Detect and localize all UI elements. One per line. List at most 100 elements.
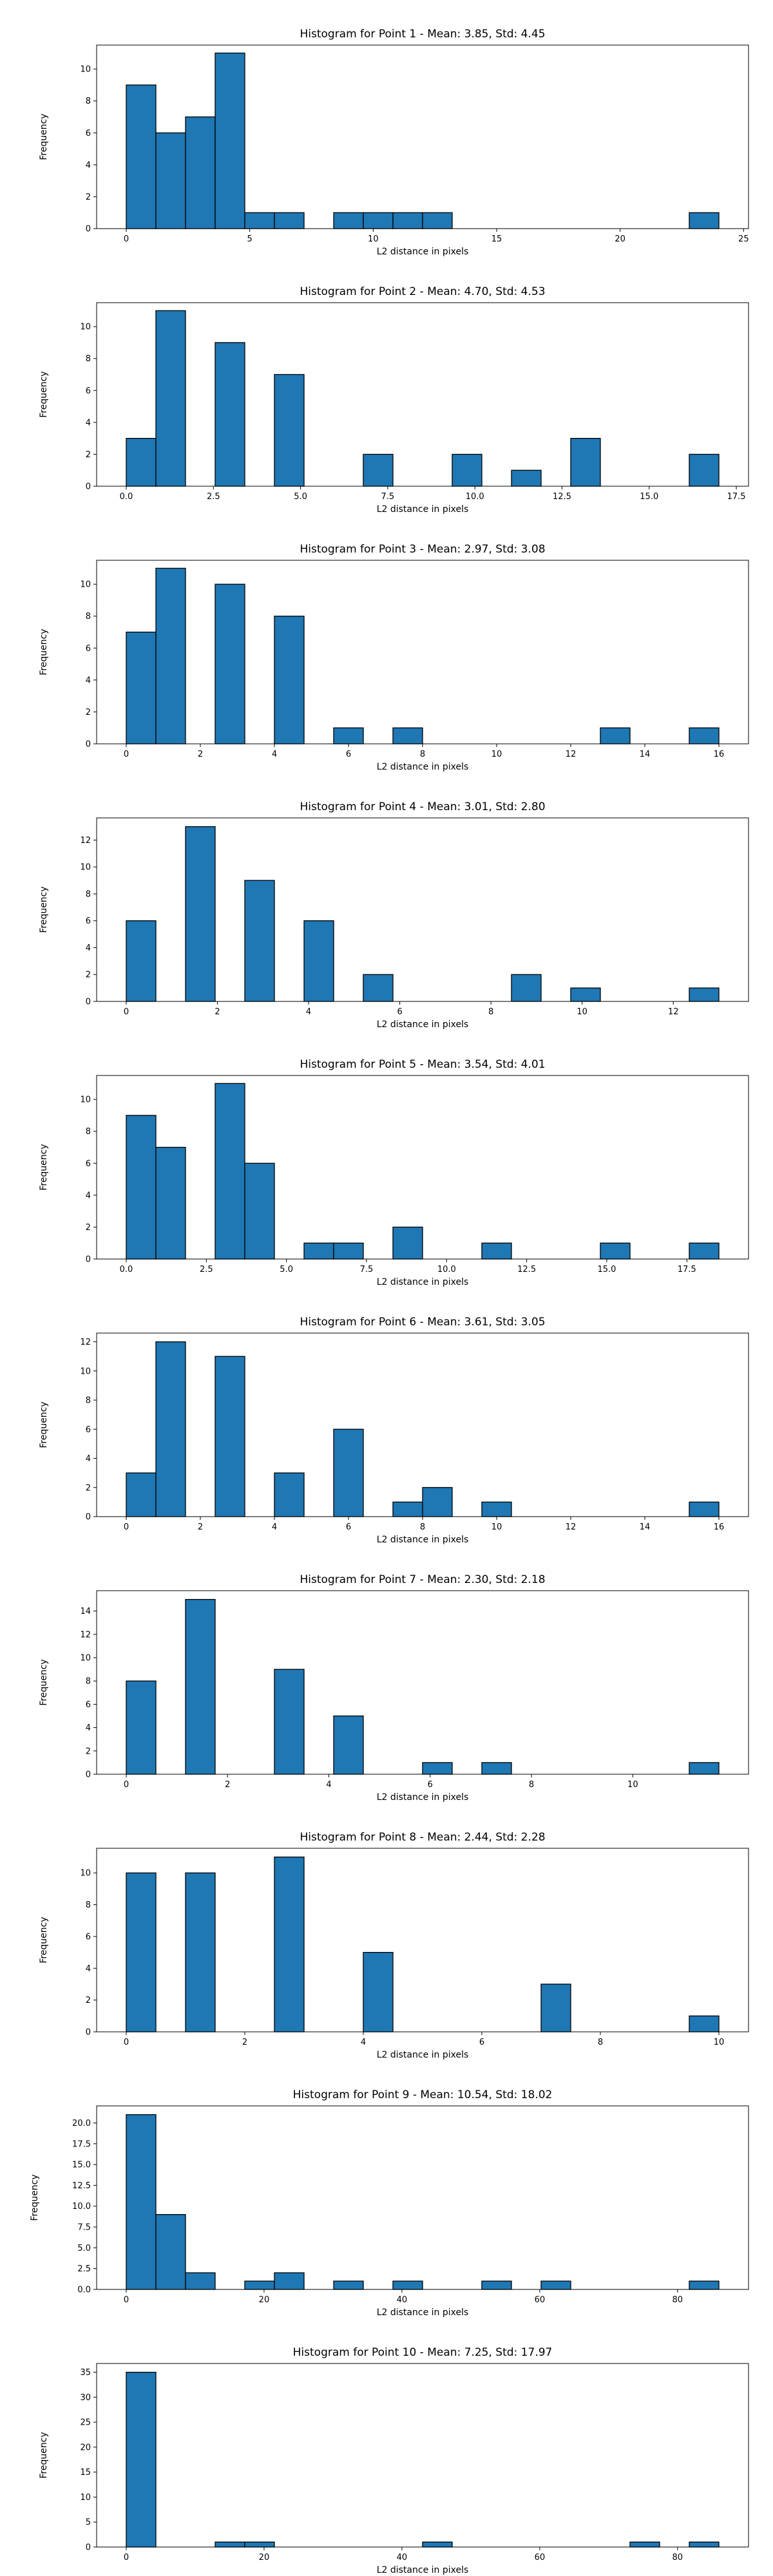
histogram-bar	[333, 1428, 364, 1517]
axes-frame	[96, 302, 749, 487]
y-tick-label: 10.0	[72, 2202, 91, 2211]
y-axis-label: Frequency	[39, 113, 49, 160]
y-tick-label: 2	[86, 1223, 91, 1233]
y-tick-label: 14	[80, 1607, 91, 1616]
x-tick-label: 10.0	[437, 1265, 456, 1274]
x-tick-label: 2	[242, 2038, 247, 2047]
y-tick-label: 10	[80, 863, 91, 873]
y-tick-label: 30	[80, 2393, 91, 2403]
x-tick-label: 6	[397, 1007, 402, 1017]
y-tick-label: 7.5	[77, 2223, 91, 2233]
x-tick-label: 0	[124, 2553, 129, 2562]
axes-frame	[96, 1848, 749, 2032]
x-tick-label: 8	[488, 1007, 493, 1017]
y-tick-label: 0	[86, 998, 91, 1007]
y-tick-label: 4	[86, 1723, 91, 1733]
y-tick-label: 2	[86, 708, 91, 717]
y-tick-label: 6	[86, 386, 91, 396]
chart-title: Histogram for Point 9 - Mean: 10.54, Std…	[293, 2088, 553, 2101]
x-tick-label: 16	[714, 750, 725, 759]
histogram-bar	[126, 1872, 157, 2032]
y-tick-label: 12	[80, 836, 91, 846]
x-tick-label: 80	[673, 2295, 683, 2305]
histogram-bar	[481, 1762, 512, 1775]
axes-frame	[96, 44, 749, 229]
chart-title: Histogram for Point 10 - Mean: 7.25, Std…	[293, 2346, 553, 2359]
chart-title: Histogram for Point 8 - Mean: 2.44, Std:…	[300, 1831, 545, 1844]
axes-frame	[96, 560, 749, 744]
histogram-bar	[363, 1951, 394, 2032]
x-tick-label: 6	[428, 1780, 433, 1790]
histogram-bar	[511, 469, 542, 487]
chart-panel: Histogram for Point 3 - Mean: 2.97, Std:…	[39, 543, 749, 772]
histogram-bar	[303, 1242, 334, 1260]
y-tick-label: 10	[80, 65, 91, 75]
x-tick-label: 0	[124, 1780, 129, 1790]
x-axis-label: L2 distance in pixels	[377, 1792, 469, 1803]
histogram-bar	[629, 2541, 660, 2548]
x-tick-label: 5.0	[294, 492, 307, 502]
y-axis-label: Frequency	[39, 629, 49, 675]
histogram-bar	[274, 374, 305, 487]
histogram-bar	[274, 212, 305, 229]
histogram-bar	[155, 2214, 186, 2290]
histogram-bar	[392, 212, 423, 229]
x-tick-label: 16	[714, 1522, 725, 1532]
histogram-bar	[422, 212, 453, 229]
histogram-bar	[422, 1487, 453, 1517]
y-tick-label: 4	[86, 418, 91, 428]
chart-panel: Histogram for Point 6 - Mean: 3.61, Std:…	[39, 1316, 749, 1545]
x-tick-label: 40	[397, 2553, 408, 2562]
histogram-bar	[422, 1762, 453, 1775]
axes-frame	[96, 2105, 749, 2290]
y-tick-label: 0	[86, 2543, 91, 2553]
histogram-bar	[274, 616, 305, 744]
x-tick-label: 0	[124, 1522, 129, 1532]
x-tick-label: 5	[247, 234, 253, 244]
y-tick-label: 6	[86, 1159, 91, 1169]
y-tick-label: 2	[86, 1483, 91, 1493]
chart-panel: Histogram for Point 4 - Mean: 3.01, Std:…	[39, 800, 749, 1030]
histogram-bar	[392, 1226, 423, 1260]
histogram-bar	[274, 2272, 305, 2290]
histogram-bar	[185, 116, 216, 229]
x-tick-label: 25	[738, 234, 749, 244]
chart-panel: Histogram for Point 1 - Mean: 3.85, Std:…	[39, 28, 749, 257]
y-tick-label: 4	[86, 1964, 91, 1974]
histogram-bar	[215, 1356, 245, 1517]
chart-title: Histogram for Point 6 - Mean: 3.61, Std:…	[300, 1316, 545, 1329]
y-tick-label: 4	[86, 160, 91, 170]
y-axis-label: Frequency	[39, 886, 49, 933]
histogram-bar	[363, 212, 394, 229]
y-tick-label: 0	[86, 740, 91, 750]
histogram-bar	[126, 2114, 157, 2290]
x-tick-label: 10	[627, 1780, 638, 1790]
x-tick-label: 2.5	[207, 492, 220, 502]
chart-title: Histogram for Point 2 - Mean: 4.70, Std:…	[300, 285, 545, 298]
x-tick-label: 20	[615, 234, 625, 244]
y-tick-label: 4	[86, 1191, 91, 1200]
y-tick-label: 2	[86, 971, 91, 980]
histogram-bar	[126, 2371, 157, 2548]
x-axis-label: L2 distance in pixels	[377, 247, 469, 257]
y-tick-label: 8	[86, 1127, 91, 1137]
y-tick-label: 6	[86, 1700, 91, 1710]
x-tick-label: 6	[479, 2038, 484, 2047]
axes-frame	[96, 817, 749, 1002]
y-tick-label: 0	[86, 2028, 91, 2038]
histogram-bar	[126, 631, 157, 744]
y-tick-label: 6	[86, 1932, 91, 1942]
histogram-bar	[600, 727, 631, 744]
histogram-bar	[185, 1872, 216, 2032]
x-tick-label: 6	[346, 750, 351, 759]
histogram-bar	[422, 2541, 453, 2548]
y-tick-label: 6	[86, 1425, 91, 1435]
histogram-bar	[333, 1715, 364, 1775]
chart-panel: Histogram for Point 7 - Mean: 2.30, Std:…	[39, 1573, 749, 1803]
histogram-bar	[392, 1501, 423, 1517]
x-tick-label: 6	[346, 1522, 351, 1532]
axes-frame	[96, 1590, 749, 1775]
x-tick-label: 80	[673, 2553, 683, 2562]
y-tick-label: 5	[86, 2518, 91, 2528]
histogram-bar	[452, 453, 482, 487]
